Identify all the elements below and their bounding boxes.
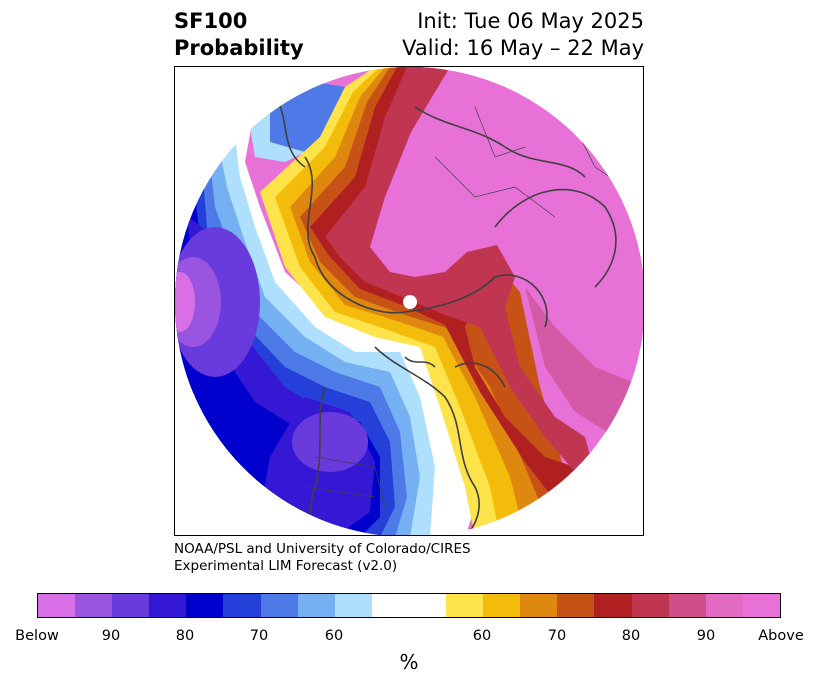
colorbar-swatch: [297, 594, 335, 617]
init-date: Init: Tue 06 May 2025: [417, 9, 644, 33]
colorbar-swatch: [408, 594, 447, 617]
colorbar-swatch: [631, 594, 669, 617]
colorbar-swatch: [705, 594, 743, 617]
colorbar-swatch: [260, 594, 298, 617]
colorbar-tick-label: 80: [175, 628, 195, 644]
credit: NOAA/PSL and University of Colorado/CIRE…: [174, 541, 471, 575]
credit-line-2: Experimental LIM Forecast (v2.0): [174, 558, 398, 574]
colorbar-swatch: [186, 594, 224, 617]
colorbar-swatch: [75, 594, 113, 617]
colorbar-tick-label: 90: [696, 628, 716, 644]
colorbar-swatch: [668, 594, 706, 617]
colorbar-swatch: [149, 594, 187, 617]
title-right: Init: Tue 06 May 2025 Valid: 16 May – 22…: [402, 8, 644, 62]
pole-marker: [403, 295, 417, 309]
title-field-kind: Probability: [174, 36, 304, 60]
colorbar-tick-label: Above: [758, 628, 804, 644]
region-below-max-pacific: [175, 272, 195, 332]
valid-range: Valid: 16 May – 22 May: [402, 36, 644, 60]
title-field-name: SF100: [174, 9, 248, 33]
colorbar-swatch: [38, 594, 76, 617]
colorbar-swatch: [112, 594, 150, 617]
colorbar-swatch: [334, 594, 372, 617]
colorbar: [37, 593, 781, 618]
colorbar-tick-label: 60: [324, 628, 344, 644]
credit-line-1: NOAA/PSL and University of Colorado/CIRE…: [174, 541, 471, 557]
map-frame: [174, 66, 644, 536]
colorbar-tick-label: 90: [101, 628, 121, 644]
colorbar-tick-label: 80: [621, 628, 641, 644]
region-above-90: [525, 287, 643, 447]
colorbar-units: %: [399, 650, 419, 674]
colorbar-swatch: [520, 594, 558, 617]
region-below-85-west: [292, 412, 368, 472]
colorbar-swatch: [594, 594, 632, 617]
region-above-80: [325, 67, 593, 472]
colorbar-swatch: [446, 594, 484, 617]
colorbar-tick-label: 70: [547, 628, 567, 644]
colorbar-swatch: [557, 594, 595, 617]
region-below-north-light: [250, 107, 305, 162]
colorbar-tick-label: 70: [249, 628, 269, 644]
colorbar-swatch: [223, 594, 261, 617]
colorbar-swatch: [371, 594, 409, 617]
title-left: SF100 Probability: [174, 8, 304, 62]
colorbar-swatch: [483, 594, 521, 617]
colorbar-tick-label: 60: [472, 628, 492, 644]
colorbar-tick-label: Below: [15, 628, 59, 644]
polar-map: [175, 67, 643, 535]
colorbar-swatch: [742, 594, 780, 617]
